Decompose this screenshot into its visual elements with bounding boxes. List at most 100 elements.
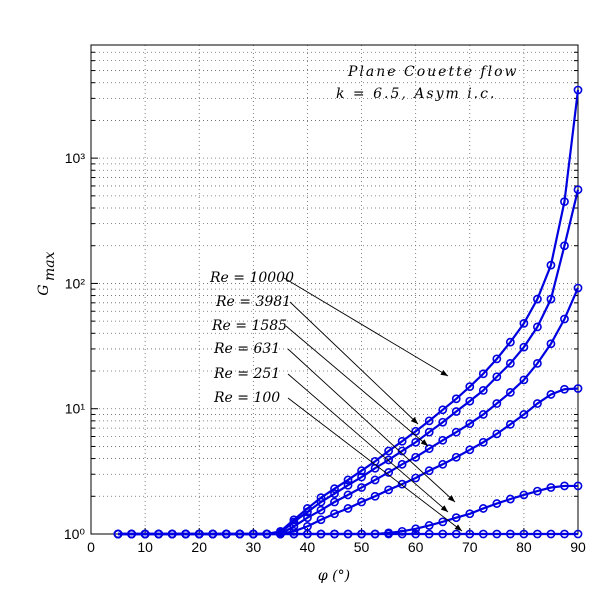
point bbox=[505, 419, 515, 429]
point bbox=[560, 197, 569, 206]
x-tick-label: 80 bbox=[516, 539, 532, 555]
point bbox=[519, 318, 529, 328]
point bbox=[519, 375, 529, 385]
point bbox=[560, 481, 569, 491]
point bbox=[505, 387, 515, 397]
point bbox=[384, 529, 394, 539]
point bbox=[533, 358, 542, 368]
point bbox=[492, 372, 502, 382]
title-line: k = 6.5, Asym i.c. bbox=[336, 86, 496, 102]
point bbox=[438, 435, 448, 445]
point bbox=[451, 407, 461, 416]
point bbox=[330, 484, 339, 494]
point bbox=[221, 529, 231, 539]
point bbox=[316, 497, 326, 507]
annotation-arrow bbox=[287, 397, 463, 532]
point bbox=[492, 529, 502, 539]
y-axis-label-main: G bbox=[36, 284, 52, 295]
point bbox=[248, 529, 258, 539]
point bbox=[465, 509, 475, 519]
point bbox=[154, 529, 164, 539]
point bbox=[478, 369, 488, 379]
annotation-arrow bbox=[287, 348, 456, 503]
point bbox=[465, 529, 475, 539]
point bbox=[533, 486, 542, 496]
point bbox=[235, 529, 245, 539]
point bbox=[492, 499, 502, 508]
x-tick-label: 0 bbox=[87, 539, 95, 555]
point bbox=[411, 426, 421, 436]
x-tick-label: 90 bbox=[570, 539, 586, 555]
point bbox=[546, 339, 556, 349]
point bbox=[411, 529, 421, 539]
point bbox=[316, 515, 326, 525]
point bbox=[505, 358, 515, 368]
point bbox=[478, 504, 488, 513]
annotation-arrow bbox=[285, 325, 429, 447]
point bbox=[275, 529, 285, 539]
point bbox=[330, 489, 339, 499]
point bbox=[573, 185, 583, 195]
point bbox=[560, 314, 569, 324]
point bbox=[519, 529, 529, 539]
x-tick-label: 20 bbox=[191, 539, 207, 555]
point bbox=[573, 529, 583, 539]
point bbox=[478, 529, 488, 539]
point bbox=[478, 437, 488, 447]
point bbox=[573, 85, 583, 95]
point bbox=[370, 491, 380, 501]
point bbox=[303, 529, 312, 539]
y-tick-label: 10⁰ bbox=[64, 526, 86, 542]
point bbox=[478, 410, 488, 419]
point bbox=[181, 529, 191, 539]
point bbox=[465, 419, 475, 429]
point bbox=[492, 429, 502, 439]
y-tick-label: 10¹ bbox=[65, 401, 86, 417]
x-axis-label: φ (°) bbox=[318, 568, 350, 584]
x-tick-label: 50 bbox=[354, 539, 370, 555]
point bbox=[397, 446, 407, 456]
point bbox=[411, 437, 421, 447]
point bbox=[370, 475, 380, 485]
point bbox=[533, 322, 542, 332]
point bbox=[505, 529, 515, 539]
series-label: Re = 1585 bbox=[211, 318, 287, 334]
point bbox=[465, 445, 475, 455]
point bbox=[113, 529, 123, 539]
point bbox=[140, 529, 150, 539]
point bbox=[384, 455, 394, 465]
point bbox=[546, 529, 556, 539]
point bbox=[451, 394, 461, 404]
point bbox=[330, 497, 339, 507]
point bbox=[411, 524, 421, 534]
point bbox=[357, 472, 366, 482]
point bbox=[316, 529, 326, 539]
annotation-arrow bbox=[289, 301, 419, 425]
point bbox=[451, 427, 461, 437]
point bbox=[505, 494, 515, 504]
point bbox=[424, 416, 434, 426]
point bbox=[384, 485, 394, 495]
point bbox=[492, 354, 502, 364]
point bbox=[519, 490, 529, 500]
point bbox=[303, 507, 312, 517]
x-tick-label: 10 bbox=[137, 539, 153, 555]
point bbox=[438, 459, 448, 469]
point bbox=[397, 529, 407, 539]
point bbox=[424, 529, 434, 539]
point bbox=[397, 459, 407, 469]
point bbox=[465, 396, 475, 406]
point bbox=[411, 452, 421, 462]
point bbox=[519, 410, 529, 419]
point bbox=[330, 509, 339, 519]
point bbox=[560, 384, 569, 394]
x-tick-label: 40 bbox=[300, 539, 316, 555]
point bbox=[384, 446, 394, 456]
point bbox=[424, 444, 434, 454]
point bbox=[424, 427, 434, 437]
x-tick-label: 60 bbox=[408, 539, 424, 555]
point bbox=[573, 283, 583, 293]
point bbox=[357, 529, 366, 539]
point bbox=[370, 529, 380, 539]
